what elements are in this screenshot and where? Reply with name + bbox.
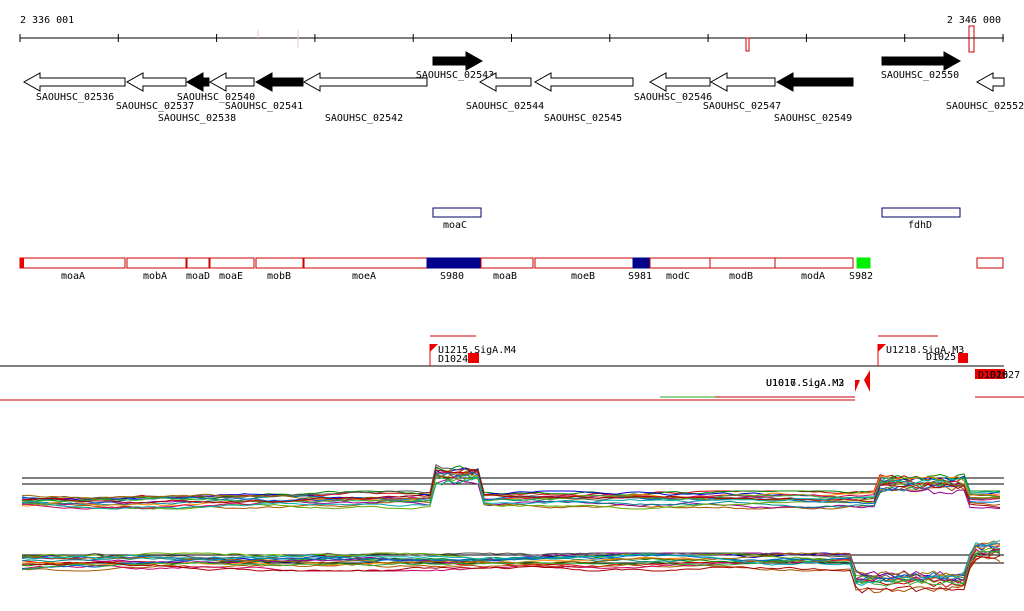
gene-label: SAOUHSC_02543 — [416, 70, 494, 81]
operon-label: modC — [666, 271, 690, 282]
operon-label: moaB — [493, 271, 517, 282]
expression-trace — [21, 472, 1001, 509]
gene-label: SAOUHSC_02538 — [158, 113, 236, 124]
expression-trace — [21, 555, 1001, 594]
promoter-flag — [864, 370, 870, 392]
expression-trace — [21, 549, 1001, 584]
operon-label: moaA — [61, 271, 85, 282]
promoter-label: U1218.SigA.M3 — [886, 345, 964, 356]
expression-trace — [21, 475, 1001, 510]
axis-start: 2 336 001 — [20, 15, 74, 26]
expression-trace — [21, 473, 1001, 504]
gene-arrow — [775, 72, 854, 92]
gene-arrow — [533, 72, 634, 92]
expression-trace — [21, 543, 1000, 581]
expression-trace — [21, 555, 1001, 594]
expression-trace — [21, 550, 1001, 587]
operon-box — [480, 257, 534, 269]
promoter-flag — [430, 344, 438, 352]
axis-marker — [968, 25, 975, 53]
gene-arrow — [881, 51, 962, 71]
gene-arrow — [648, 72, 711, 92]
expression-trace — [21, 463, 1001, 501]
gene-arrow — [185, 72, 210, 92]
operon-marker — [20, 258, 24, 268]
operon-label: modA — [801, 271, 825, 282]
operon-label: moeA — [352, 271, 376, 282]
operon-box — [976, 257, 1004, 269]
terminator-label: D1026 — [978, 370, 1008, 381]
gene-label: SAOUHSC_02541 — [225, 101, 303, 112]
operon-box — [126, 257, 187, 269]
expression-traces — [21, 463, 1001, 594]
feature-mark — [975, 369, 1005, 379]
gene-label: SAOUHSC_02544 — [466, 101, 544, 112]
operon-box — [774, 257, 854, 269]
gene-label: SAOUHSC_02549 — [774, 113, 852, 124]
feature-mark — [958, 353, 968, 363]
gene-label: SAOUHSC_02542 — [325, 113, 403, 124]
promoter-flag — [878, 344, 886, 352]
operon-box — [534, 257, 634, 269]
operon-label: S980 — [440, 271, 464, 282]
operon-label: moaE — [219, 271, 243, 282]
product-label: fdhD — [908, 220, 932, 231]
gene-label: SAOUHSC_02546 — [634, 92, 712, 103]
operon-label: S982 — [849, 271, 873, 282]
operon-label: modB — [729, 271, 753, 282]
expression-trace — [21, 466, 1001, 501]
gene-arrow — [125, 72, 187, 92]
terminator-label: D1025 — [926, 352, 956, 363]
gene-label: SAOUHSC_02536 — [36, 92, 114, 103]
operon-box — [186, 257, 210, 269]
gene-arrow — [478, 72, 532, 92]
operon-box — [709, 257, 776, 269]
gene-arrow — [432, 51, 484, 71]
terminator-label: D1027 — [990, 370, 1020, 381]
promoter-label: U1215.SigA.M4 — [438, 345, 516, 356]
gene-label: SAOUHSC_02547 — [703, 101, 781, 112]
operon-box — [856, 257, 871, 269]
operon-box — [649, 257, 711, 269]
gene-label: SAOUHSC_02552 — [946, 101, 1024, 112]
gene-label: SAOUHSC_02550 — [881, 70, 959, 81]
operon-box — [19, 257, 126, 269]
promoter-label: U1017.SigA.M2 — [766, 378, 844, 389]
promoter-flag — [855, 380, 860, 392]
operon-box — [255, 257, 304, 269]
gene-arrow — [254, 72, 304, 92]
expression-trace — [21, 540, 1001, 586]
operon-box — [209, 257, 255, 269]
expression-trace — [21, 540, 1001, 579]
feature-mark — [468, 353, 479, 363]
product-label: moaC — [443, 220, 467, 231]
product-box — [881, 207, 961, 218]
expression-trace — [21, 548, 1001, 584]
gene-arrow — [975, 72, 1005, 92]
gene-label: SAOUHSC_02537 — [116, 101, 194, 112]
operon-box — [426, 257, 482, 269]
operon-label: moeB — [571, 271, 595, 282]
axis-marker — [745, 37, 750, 52]
terminator-label: D1024 — [438, 354, 468, 365]
axis-end: 2 346 000 — [947, 15, 1001, 26]
operon-label: mobA — [143, 271, 167, 282]
operon-label: mobB — [267, 271, 291, 282]
promoter-label: U1016.SigA.M3 — [766, 378, 844, 389]
gene-label: SAOUHSC_02545 — [544, 113, 622, 124]
expression-trace — [21, 469, 1001, 508]
operon-box — [303, 257, 428, 269]
gene-arrow — [302, 72, 428, 92]
product-box — [432, 207, 482, 218]
expression-trace — [21, 469, 1001, 502]
gene-arrow — [709, 72, 776, 92]
gene-label: SAOUHSC_02540 — [177, 92, 255, 103]
gene-arrow — [208, 72, 255, 92]
operon-box — [632, 257, 651, 269]
gene-arrow — [22, 72, 126, 92]
operon-label: S981 — [628, 271, 652, 282]
operon-label: moaD — [186, 271, 210, 282]
